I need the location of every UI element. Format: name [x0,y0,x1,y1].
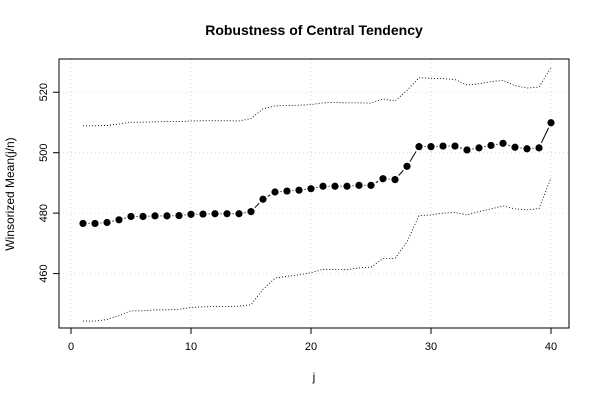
mean-point [223,210,231,218]
mean-point [367,181,375,189]
mean-point [331,182,339,190]
mean-point [151,212,159,220]
x-tick-label: 30 [425,341,437,353]
plot-frame [58,58,570,329]
mean-point [403,162,411,170]
mean-point [199,210,207,218]
mean-point [547,119,555,127]
x-axis: 0 10 20 30 40 [68,327,557,353]
y-axis-label: Winsorized Mean(j/n) [3,137,17,250]
mean-point [211,210,219,218]
mean-point [103,218,111,227]
mean-line-segment [398,170,404,176]
mean-point [79,219,87,228]
mean-point [487,141,495,150]
mean-point [307,185,315,193]
gridlines [59,59,569,328]
y-axis: 460 480 500 520 [38,83,60,283]
mean-point [115,216,123,224]
confidence-bands [83,67,552,322]
mean-point [391,175,399,184]
winsorized-mean-series [79,119,555,228]
mean-point [535,144,543,152]
upper-band-line [83,67,552,127]
mean-point [175,211,183,220]
x-tick-label: 0 [68,341,74,353]
mean-point [511,143,519,151]
mean-point [355,181,363,189]
mean-point [235,210,243,218]
mean-point [283,187,291,195]
x-axis-label: j [312,370,316,384]
mean-point [379,175,387,183]
x-tick-label: 20 [305,341,317,353]
y-tick-label: 480 [38,204,50,222]
mean-point [247,208,255,216]
mean-line-segment [409,151,417,162]
mean-point [91,219,99,228]
mean-line-segment [375,180,379,184]
y-tick-label: 460 [38,264,50,282]
mean-line-segment [540,127,550,144]
mean-point [259,195,267,203]
mean-line-segment [508,144,510,147]
y-tick-label: 500 [38,144,50,162]
mean-point [319,182,327,190]
mean-point [463,146,471,154]
lower-band-line [83,177,552,322]
mean-line-segment [267,194,271,197]
x-tick-label: 10 [185,341,197,353]
mean-point [499,139,507,147]
mean-point [475,144,483,152]
mean-point [343,182,351,190]
mean-point [187,210,195,218]
chart-title: Robustness of Central Tendency [205,22,423,38]
mean-point [139,212,147,221]
mean-point [427,143,435,151]
mean-point [451,142,459,150]
mean-line-segment [460,147,462,149]
mean-point [523,145,531,153]
mean-point [439,142,447,150]
y-tick-label: 520 [38,83,50,101]
x-tick-label: 40 [545,341,557,353]
mean-point [415,143,423,151]
mean-point [271,188,279,196]
mean-line-segment [254,202,260,209]
mean-point [163,212,171,220]
mean-point [295,186,303,194]
mean-point [127,212,135,221]
